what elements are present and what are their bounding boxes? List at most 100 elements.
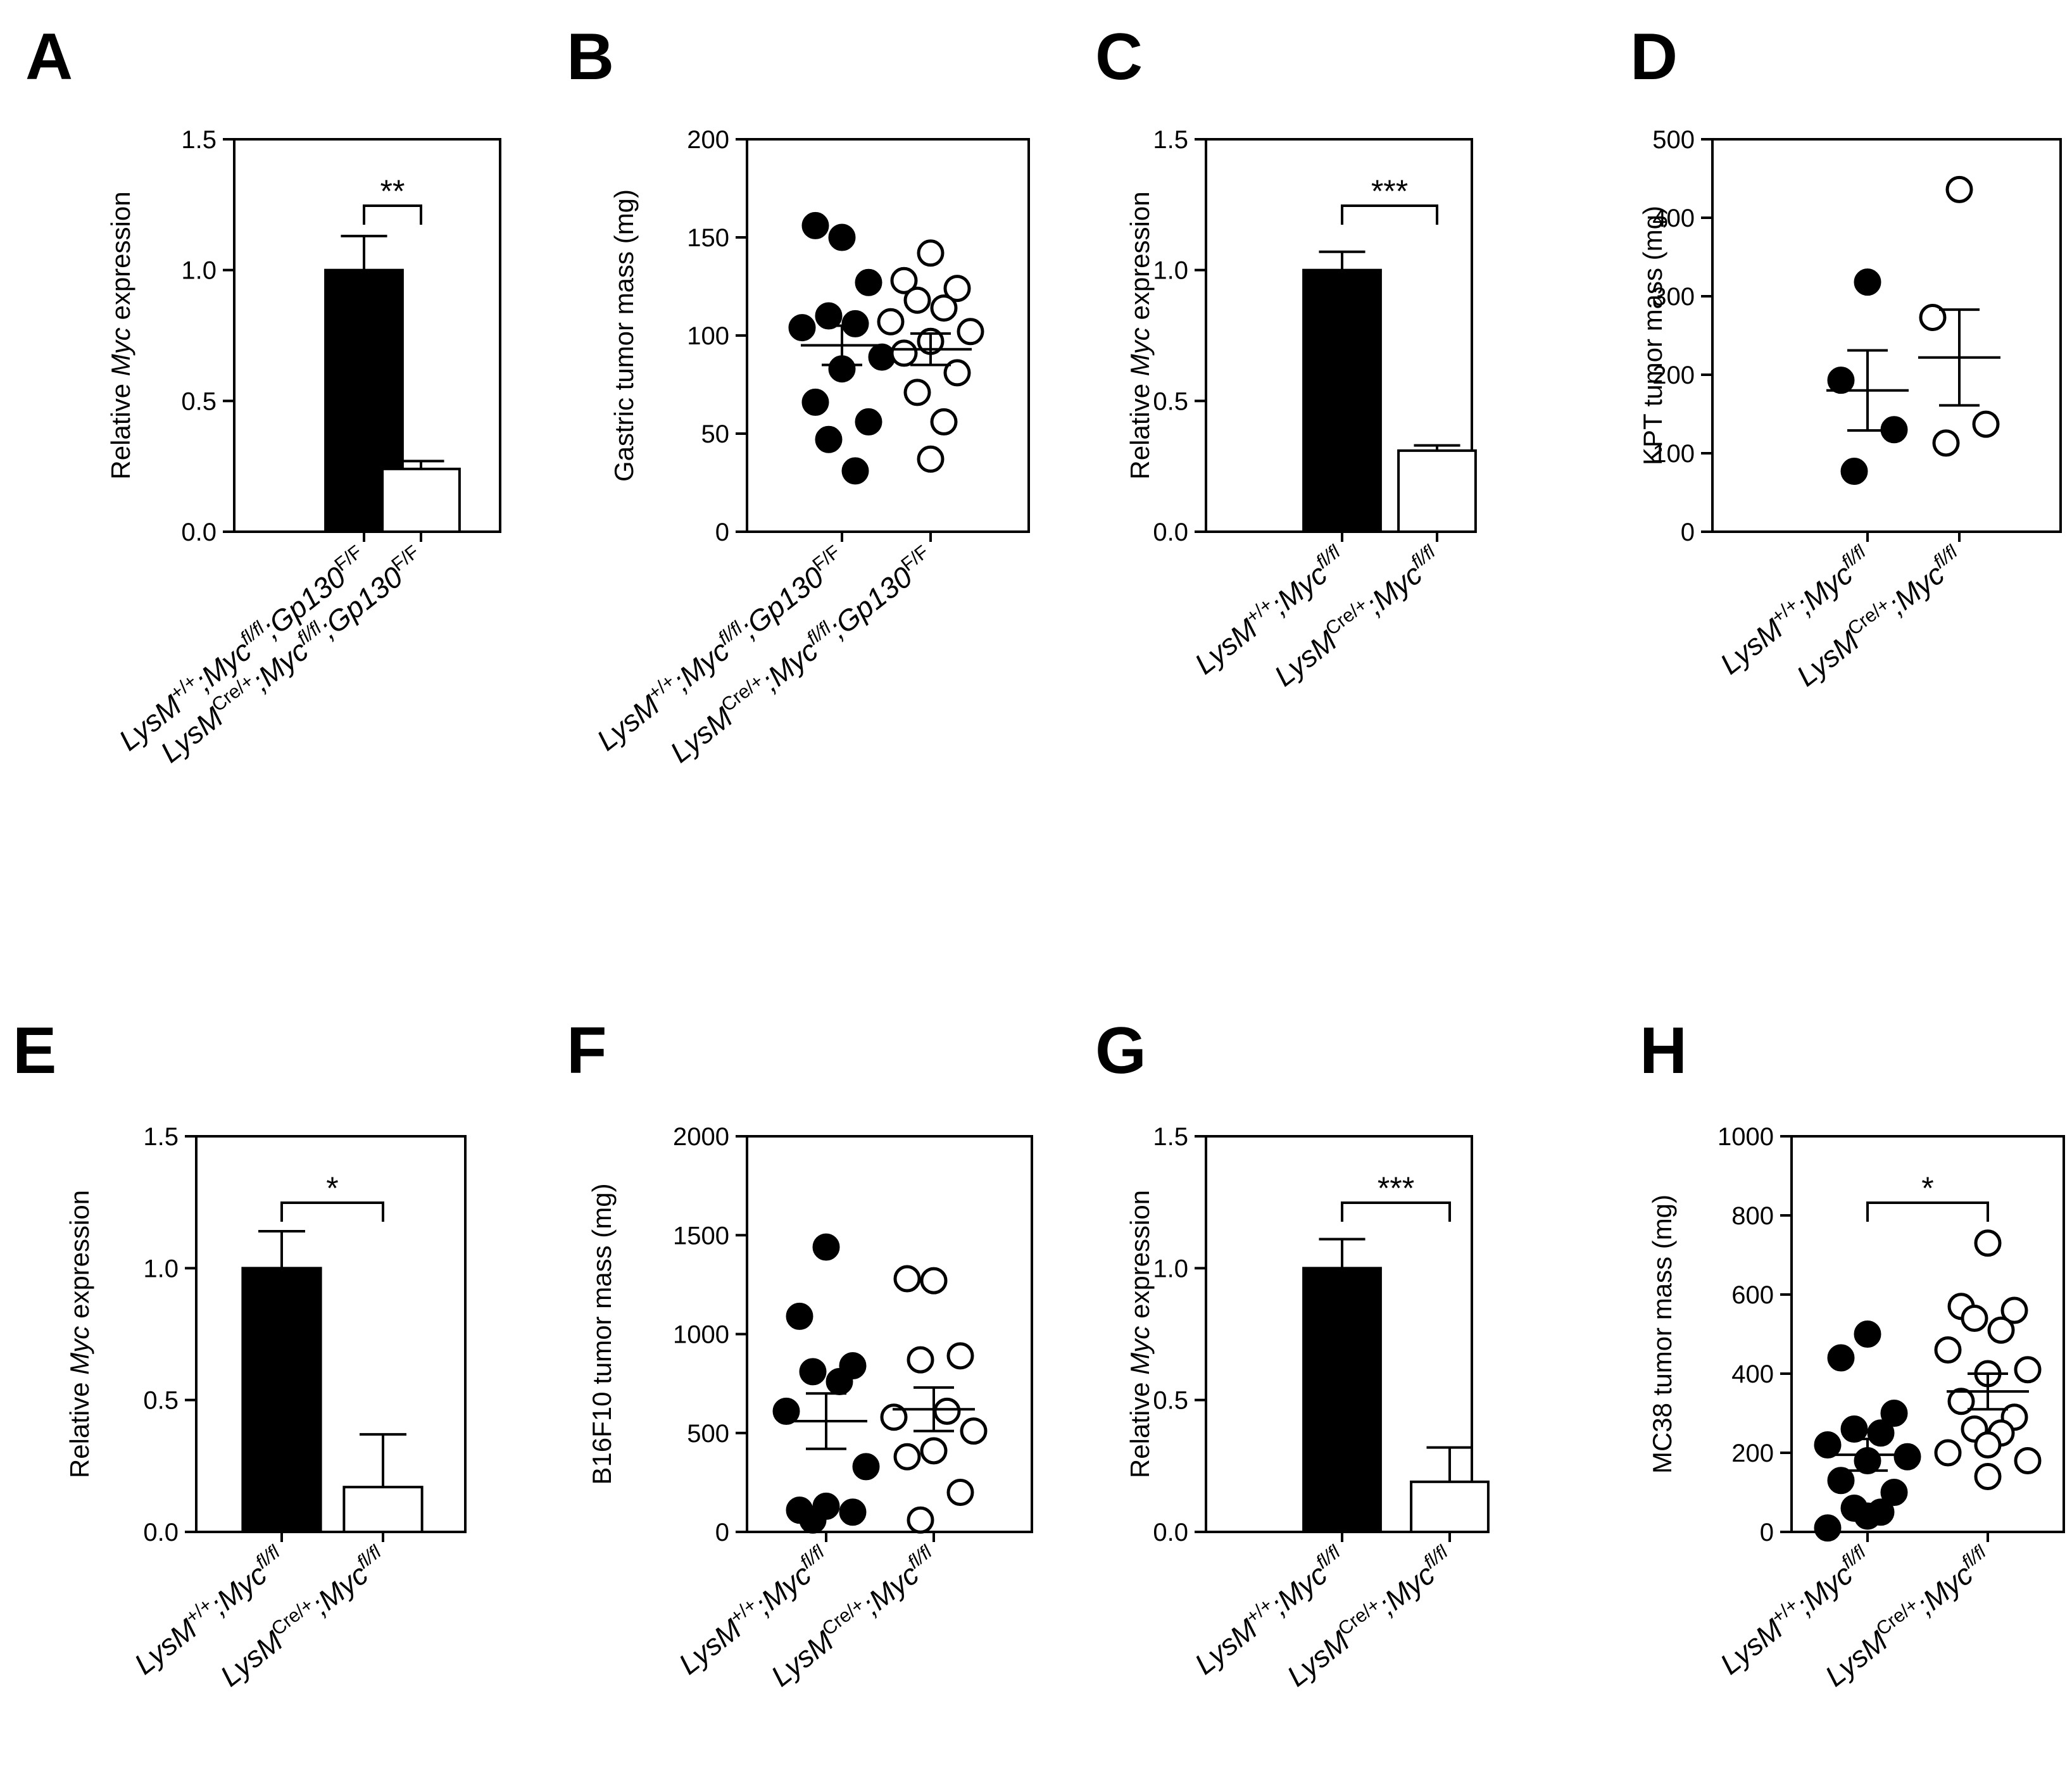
y-axis-label: KPT tumor mass (mg) (1638, 206, 1667, 465)
y-axis-label: MC38 tumor mass (mg) (1647, 1195, 1677, 1474)
y-tick-label: 0.0 (143, 1519, 179, 1546)
panel-label: C (1095, 20, 1143, 94)
data-point (799, 1506, 827, 1534)
y-axis-label: Relative Myc expression (106, 191, 135, 479)
data-point (903, 286, 931, 314)
data-point (1919, 303, 1947, 331)
y-tick-label: 0 (715, 1519, 729, 1546)
x-category-label-3-1: LysMCre/+;Mycfl/fl (1790, 541, 1970, 693)
y-tick-label: 0.5 (1153, 1387, 1188, 1415)
data-point (1827, 367, 1855, 394)
significance-bracket (280, 1201, 384, 1222)
data-point (946, 1342, 974, 1370)
significance-bracket (1341, 204, 1438, 225)
y-axis-label-part: Myc (1125, 327, 1155, 376)
data-point (2014, 1447, 2042, 1474)
y-tick-label: 600 (1731, 1281, 1774, 1309)
significance-bracket (1341, 1201, 1451, 1222)
data-point (1972, 410, 2000, 438)
y-axis-label-part: Relative (65, 1375, 94, 1478)
bar (1397, 449, 1477, 533)
data-point (1932, 429, 1960, 457)
chart-panel-h: H02004006008001000LysM+/+;Mycfl/flLysMCr… (1640, 1014, 2065, 1693)
data-point (1893, 1443, 1921, 1471)
y-tick-label: 1000 (1717, 1123, 1774, 1151)
x-category-label-3-0: LysM+/+;Mycfl/fl (1713, 541, 1878, 681)
y-tick-label: 1.5 (1153, 1123, 1188, 1151)
data-point (933, 1397, 961, 1425)
data-point (815, 425, 843, 453)
y-tick-label: 0 (715, 518, 729, 546)
significance-bracket (363, 204, 422, 225)
bar (1302, 1267, 1382, 1534)
y-tick-label: 0 (1681, 518, 1695, 546)
data-point (946, 1479, 974, 1506)
panel-label: E (13, 1014, 56, 1088)
data-point (1854, 268, 1881, 296)
y-axis-label-part: expression (1125, 1190, 1155, 1326)
data-point (841, 457, 869, 485)
y-axis-label: Gastric tumor mass (mg) (609, 189, 639, 482)
data-point (1854, 1502, 1881, 1530)
y-tick-label: 1.5 (143, 1123, 179, 1151)
y-tick-label: 0.5 (181, 387, 217, 415)
x-category-label-4-0: LysM+/+;Mycfl/fl (127, 1541, 292, 1681)
data-point (1947, 1388, 1975, 1415)
y-axis-label: Relative Myc expression (65, 1190, 94, 1478)
bar (1302, 268, 1382, 533)
x-category-label-2-1: LysMCre/+;Mycfl/fl (1267, 541, 1448, 693)
data-point (826, 1368, 853, 1395)
data-point (920, 1437, 948, 1465)
data-point (930, 294, 958, 322)
data-point (788, 314, 816, 342)
y-tick-label: 500 (1652, 126, 1695, 154)
chart-panel-a: A 0.0 0.5 1.0 1.5 LysM+/+;Mycfl/fl;Gp130F/FLy… (25, 20, 501, 769)
y-tick-label: 1.0 (181, 257, 217, 285)
x-category-part-1-1-5: ;Gp130 (823, 560, 919, 644)
data-point (1814, 1431, 1842, 1458)
chart-panel-c: C0.00.51.01.5LysM+/+;Mycfl/flLysMCre/+;M… (1095, 20, 1477, 693)
plot-frame (1790, 1135, 2065, 1533)
data-point (917, 239, 945, 267)
data-point (890, 267, 918, 294)
significance-bracket (1866, 1201, 1989, 1222)
y-tick-label: 2000 (673, 1123, 729, 1151)
data-point (1945, 175, 1973, 203)
y-axis-label-part: expression (65, 1190, 94, 1326)
y-tick-label: 0.0 (1153, 518, 1188, 546)
data-point (1974, 1431, 2002, 1458)
y-tick-label: 1500 (673, 1222, 729, 1250)
data-point (1840, 1415, 1868, 1443)
data-point (2014, 1356, 2042, 1384)
y-tick-label: 1.0 (143, 1255, 179, 1283)
y-axis-label-part: Relative (106, 376, 135, 479)
data-point (841, 310, 869, 337)
y-tick-label: 100 (1652, 440, 1695, 468)
y-axis-label-part: B16F10 tumor mass (mg) (587, 1183, 617, 1484)
data-point (1961, 1305, 1988, 1332)
y-tick-label: 1000 (673, 1321, 729, 1349)
y-axis-label-part: expression (1125, 191, 1155, 327)
significance-label: * (1921, 1170, 1933, 1206)
x-category-label-0-1: LysMCre/+;Mycfl/fl;Gp130F/F (153, 541, 431, 768)
significance-label: ** (380, 173, 405, 209)
data-point (852, 1453, 880, 1481)
panel-label: H (1640, 1014, 1687, 1088)
data-point (920, 1267, 948, 1295)
data-point (903, 379, 931, 406)
chart-panel-g: G0.00.51.01.5LysM+/+;Mycfl/flLysMCre/+;M… (1095, 1014, 1490, 1693)
y-axis-label-part: expression (106, 191, 135, 327)
y-tick-label: 0.5 (143, 1387, 179, 1415)
data-point (1880, 1400, 1908, 1427)
data-point (1827, 1344, 1855, 1372)
y-tick-label: 1.5 (1153, 126, 1188, 154)
bar (381, 467, 461, 533)
y-axis-label: Relative Myc expression (1125, 1190, 1155, 1478)
data-point (943, 359, 971, 387)
data-point (893, 1443, 921, 1471)
chart-panel-e: E 0.0 0.5 1.0 1.5 LysM+/+;Mycfl/flLysMCre/+;M… (13, 1014, 467, 1693)
y-tick-label: 800 (1731, 1202, 1774, 1230)
data-point (1827, 1467, 1855, 1495)
y-tick-label: 400 (1731, 1360, 1774, 1388)
y-tick-label: 500 (687, 1420, 729, 1448)
